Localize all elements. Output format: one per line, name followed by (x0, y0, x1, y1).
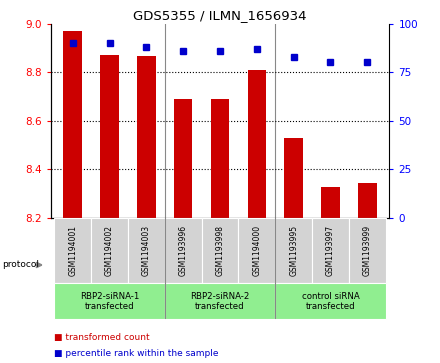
Text: RBP2-siRNA-2
transfected: RBP2-siRNA-2 transfected (191, 291, 249, 311)
Bar (312, 218, 349, 283)
Bar (54, 218, 91, 283)
Bar (202, 218, 238, 283)
Bar (275, 218, 312, 283)
Bar (174, 99, 192, 218)
Text: GSM1194000: GSM1194000 (252, 225, 261, 276)
Bar (165, 283, 275, 319)
Text: GSM1193995: GSM1193995 (289, 225, 298, 276)
Bar (211, 99, 229, 218)
Text: ■ transformed count: ■ transformed count (54, 333, 150, 342)
Bar (165, 218, 202, 283)
Bar (128, 218, 165, 283)
Bar (358, 183, 377, 218)
Bar (100, 55, 119, 218)
Text: GSM1193997: GSM1193997 (326, 225, 335, 276)
Bar (238, 218, 275, 283)
Bar (91, 218, 128, 283)
Text: GSM1194002: GSM1194002 (105, 225, 114, 276)
Bar (63, 31, 82, 218)
Text: GSM1193996: GSM1193996 (179, 225, 188, 276)
Text: GSM1194001: GSM1194001 (68, 225, 77, 276)
Bar (321, 187, 340, 218)
Text: protocol: protocol (2, 261, 39, 269)
Bar (248, 70, 266, 218)
Bar (137, 56, 156, 218)
Text: GSM1193998: GSM1193998 (216, 225, 224, 276)
Bar (284, 138, 303, 218)
Text: ■ percentile rank within the sample: ■ percentile rank within the sample (54, 350, 219, 358)
Bar (54, 283, 165, 319)
Text: control siRNA
transfected: control siRNA transfected (301, 291, 359, 311)
Text: GSM1194003: GSM1194003 (142, 225, 151, 276)
Bar (349, 218, 386, 283)
Text: RBP2-siRNA-1
transfected: RBP2-siRNA-1 transfected (80, 291, 139, 311)
Bar (275, 283, 386, 319)
Title: GDS5355 / ILMN_1656934: GDS5355 / ILMN_1656934 (133, 9, 307, 23)
Text: GSM1193999: GSM1193999 (363, 225, 372, 276)
